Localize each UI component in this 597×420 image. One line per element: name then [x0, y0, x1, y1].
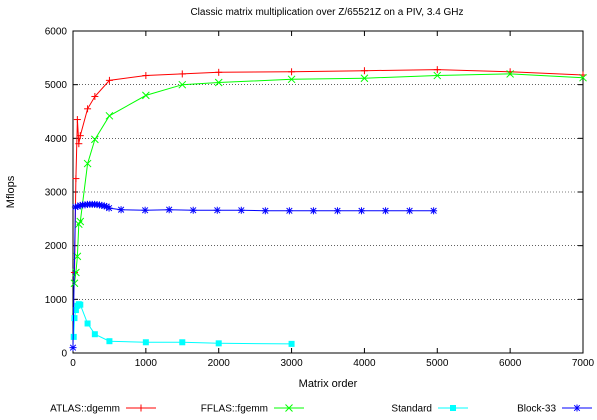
- data-point-atlas-dgemm: [178, 70, 186, 78]
- data-point-block-33: [285, 207, 293, 215]
- data-point-fflas-fgemm: [506, 70, 514, 78]
- data-point-standard: [215, 340, 222, 347]
- legend: ATLAS::dgemm FFLAS::fgemm Standard Block-33: [50, 404, 592, 415]
- data-point-fflas-fgemm: [287, 75, 296, 84]
- x-tick-label: 1000: [135, 358, 158, 369]
- data-point-standard: [77, 301, 84, 308]
- series-layer: [69, 66, 587, 352]
- legend-item-fflas-fgemm: FFLAS::fgemm: [201, 404, 304, 415]
- x-tick-label: 2000: [208, 358, 231, 369]
- data-point-block-33: [406, 207, 414, 215]
- data-point-standard: [72, 307, 79, 314]
- legend-label-standard: Standard: [391, 404, 432, 415]
- data-point-atlas-dgemm: [288, 68, 296, 76]
- series-line-standard: [73, 303, 292, 345]
- series-line-block-33: [72, 203, 434, 348]
- x-tick-label: 7000: [572, 358, 595, 369]
- data-point-fflas-fgemm: [142, 91, 150, 100]
- y-axis-title: Mflops: [5, 175, 17, 208]
- data-point-atlas-dgemm: [75, 140, 83, 148]
- data-point-block-33: [117, 206, 125, 214]
- data-point-standard: [142, 339, 149, 346]
- x-tick-label: 0: [70, 358, 76, 369]
- data-point-fflas-fgemm: [91, 135, 99, 144]
- data-point-fflas-fgemm: [433, 71, 442, 80]
- data-point-standard: [179, 339, 186, 346]
- data-point-atlas-dgemm: [91, 92, 99, 100]
- data-point-atlas-dgemm: [73, 116, 81, 124]
- x-tick-label: 3000: [280, 358, 303, 369]
- series-atlas-dgemm: [70, 66, 587, 276]
- data-point-fflas-fgemm: [105, 111, 114, 120]
- series-line-fflas-fgemm: [74, 73, 584, 284]
- data-point-fflas-fgemm: [360, 74, 369, 83]
- data-point-atlas-dgemm: [215, 68, 223, 76]
- legend-label-fflas-fgemm: FFLAS::fgemm: [201, 404, 268, 415]
- data-point-atlas-dgemm: [142, 72, 150, 80]
- chart-title: Classic matrix multiplication over Z/655…: [190, 7, 463, 18]
- x-tick-label: 6000: [499, 358, 522, 369]
- legend-marker-block-33: [573, 404, 581, 412]
- legend-label-block-33: Block-33: [517, 404, 556, 415]
- axis-ticks: 0 1000 2000 3000 4000 5000 6000 0 1000 2000 3000 40…: [45, 27, 595, 370]
- data-point-atlas-dgemm: [360, 67, 368, 75]
- data-point-atlas-dgemm: [105, 76, 113, 84]
- legend-label-atlas-dgemm: ATLAS::dgemm: [50, 404, 120, 415]
- legend-marker-standard: [450, 405, 456, 411]
- data-point-block-33: [165, 206, 173, 214]
- data-point-block-33: [237, 206, 245, 214]
- series-standard: [70, 301, 295, 347]
- data-point-fflas-fgemm: [76, 217, 85, 226]
- data-point-atlas-dgemm: [84, 105, 92, 113]
- legend-marker-fflas-fgemm: [285, 404, 293, 412]
- y-tick-label: 5000: [45, 80, 68, 91]
- y-tick-label: 4000: [45, 134, 68, 145]
- series-fflas-fgemm: [70, 70, 587, 288]
- data-point-atlas-dgemm: [433, 66, 441, 74]
- y-tick-label: 3000: [45, 188, 68, 199]
- data-point-standard: [91, 331, 98, 338]
- data-point-fflas-fgemm: [83, 159, 92, 168]
- legend-marker-atlas-dgemm: [137, 404, 145, 412]
- series-block-33: [69, 200, 438, 352]
- data-point-standard: [71, 315, 78, 322]
- data-point-block-33: [382, 207, 390, 215]
- legend-item-standard: Standard: [391, 404, 468, 415]
- grid-lines: [73, 84, 583, 300]
- legend-item-atlas-dgemm: ATLAS::dgemm: [50, 404, 156, 415]
- data-point-block-33: [309, 207, 317, 215]
- data-point-block-33: [69, 344, 77, 352]
- data-point-block-33: [261, 207, 269, 215]
- data-point-atlas-dgemm: [76, 132, 84, 140]
- data-point-fflas-fgemm: [178, 80, 187, 89]
- data-point-standard: [106, 338, 113, 345]
- x-axis-title: Matrix order: [299, 378, 358, 390]
- data-point-block-33: [213, 206, 221, 214]
- data-point-block-33: [189, 206, 197, 214]
- data-point-block-33: [358, 207, 366, 215]
- data-point-fflas-fgemm: [214, 78, 223, 87]
- y-tick-label: 2000: [45, 241, 68, 252]
- data-point-fflas-fgemm: [72, 268, 80, 277]
- y-tick-label: 6000: [45, 27, 68, 38]
- legend-item-block-33: Block-33: [517, 404, 592, 415]
- data-point-block-33: [105, 204, 113, 212]
- y-tick-label: 0: [61, 349, 67, 360]
- y-tick-label: 1000: [45, 295, 68, 306]
- x-tick-label: 4000: [353, 358, 376, 369]
- data-point-standard: [84, 320, 91, 327]
- data-point-fflas-fgemm: [579, 73, 587, 82]
- series-line-atlas-dgemm: [74, 69, 584, 273]
- data-point-block-33: [141, 206, 149, 214]
- data-point-atlas-dgemm: [72, 175, 80, 183]
- x-tick-label: 5000: [426, 358, 449, 369]
- data-point-standard: [288, 340, 295, 347]
- data-point-block-33: [333, 207, 341, 215]
- data-point-standard: [70, 333, 77, 340]
- data-point-block-33: [430, 207, 438, 215]
